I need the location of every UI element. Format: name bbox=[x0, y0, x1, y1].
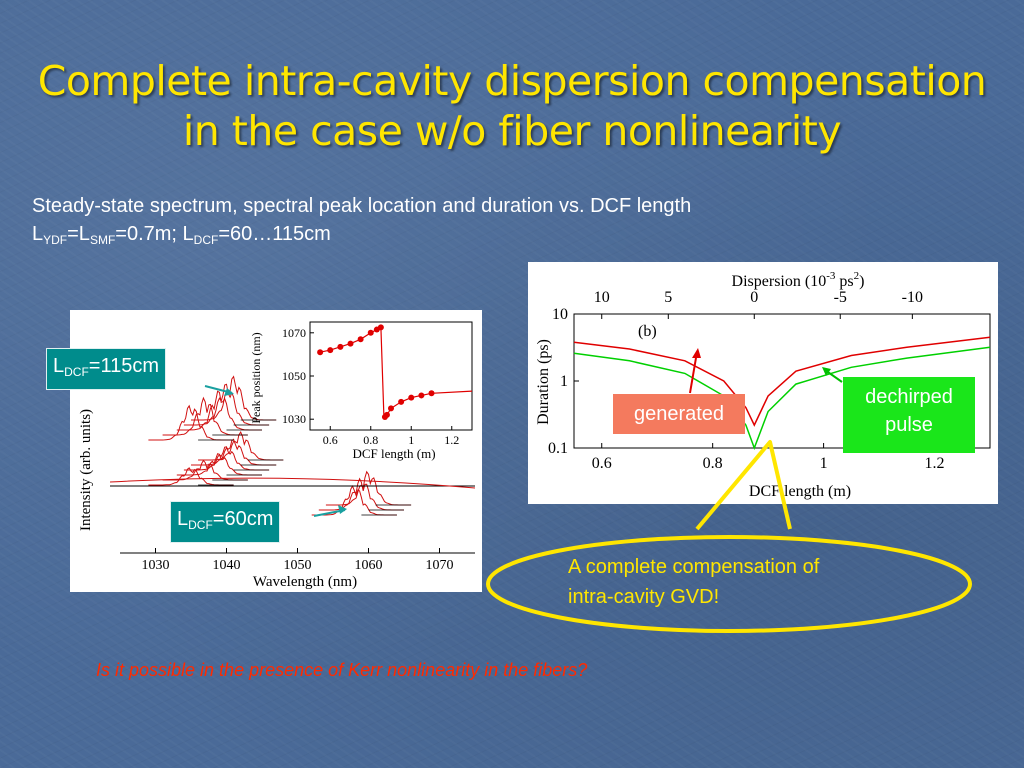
label-dcf-115: LDCF=115cm bbox=[46, 348, 167, 390]
callout-text: A complete compensation of intra-cavity … bbox=[568, 556, 820, 608]
spectrum-curves bbox=[109, 375, 476, 516]
inset-y-tick-label: 1050 bbox=[282, 369, 306, 383]
duration-y-tick-label: 0.1 bbox=[548, 440, 568, 457]
inset-line-upper bbox=[319, 326, 385, 418]
inset-x-tick-label: 0.8 bbox=[363, 433, 378, 447]
title-line-1: Complete intra-cavity dispersion compens… bbox=[37, 57, 987, 105]
generated-label: generated bbox=[613, 394, 745, 434]
inset-y-label: Peak position (nm) bbox=[249, 332, 263, 423]
dechirped-label: dechirped pulse bbox=[843, 377, 975, 453]
inset-x-tick-label: 0.6 bbox=[323, 433, 338, 447]
slide-subtitle: Steady-state spectrum, spectral peak loc… bbox=[32, 192, 691, 254]
inset-x-tick-label: 1 bbox=[408, 433, 414, 447]
duration-top-tick-label: -10 bbox=[902, 289, 923, 306]
inset-line-lower bbox=[384, 390, 473, 418]
spectrum-broad-curve bbox=[109, 477, 476, 489]
duration-x-tick-label: 1 bbox=[820, 455, 828, 472]
duration-y-label: Duration (ps) bbox=[535, 339, 552, 425]
spectrum-x-tick-label: 1050 bbox=[284, 558, 312, 573]
inset-frame bbox=[309, 321, 473, 431]
spectrum-x-tick-label: 1070 bbox=[426, 558, 454, 573]
duration-x-label: DCF length (m) bbox=[749, 483, 851, 500]
arrow-generated bbox=[689, 351, 698, 394]
title-line-2: in the case w/o fiber nonlinearity bbox=[182, 107, 842, 155]
spectrum-x-label: Wavelength (nm) bbox=[253, 574, 357, 590]
callout-pointer bbox=[695, 440, 792, 531]
arrow-115-head bbox=[224, 388, 234, 396]
slide-title: Complete intra-cavity dispersion compens… bbox=[0, 56, 1024, 156]
spectrum-x-tick-label: 1040 bbox=[213, 558, 241, 573]
duration-panel-label: (b) bbox=[638, 323, 657, 340]
callout-ellipse bbox=[486, 535, 972, 633]
duration-x-tick-label: 1.2 bbox=[925, 455, 945, 472]
duration-top-tick-label: 0 bbox=[750, 289, 758, 306]
spectrum-x-tick-label: 1060 bbox=[355, 558, 383, 573]
duration-top-tick-label: 10 bbox=[594, 289, 610, 306]
subtitle-line-2: LYDF=LSMF=0.7m; LDCF=60…115cm bbox=[32, 223, 331, 247]
duration-y-tick-label: 1 bbox=[560, 373, 568, 390]
arrow-dechirped-head bbox=[822, 367, 831, 376]
duration-y-tick-label: 10 bbox=[552, 306, 568, 323]
duration-top-tick-label: -5 bbox=[834, 289, 847, 306]
duration-series-line bbox=[573, 346, 991, 451]
inset-y-tick-label: 1030 bbox=[282, 412, 306, 426]
arrow-generated-head bbox=[692, 348, 701, 358]
duration-x-tick-label: 0.6 bbox=[592, 455, 612, 472]
subtitle-line-1: Steady-state spectrum, spectral peak loc… bbox=[32, 195, 692, 217]
spectrum-x-tick-label: 1030 bbox=[142, 558, 170, 573]
duration-x-tick-label: 0.8 bbox=[703, 455, 723, 472]
question-text: Is it possible in the presence of Kerr n… bbox=[96, 660, 588, 680]
spectrum-chart: 1030 1040 1050 1060 1070 Wavelength (nm) Int… bbox=[78, 321, 476, 590]
inset-y-tick-label: 1070 bbox=[282, 326, 306, 340]
duration-series-line bbox=[573, 336, 991, 427]
arrow-60-head bbox=[338, 505, 347, 514]
duration-top-tick-label: 5 bbox=[664, 289, 672, 306]
inset-x-label: DCF length (m) bbox=[352, 446, 435, 461]
inset-x-tick-label: 1.2 bbox=[444, 433, 459, 447]
label-dcf-60: LDCF=60cm bbox=[170, 501, 281, 543]
spectrum-y-label: Intensity (arb. units) bbox=[78, 409, 94, 531]
